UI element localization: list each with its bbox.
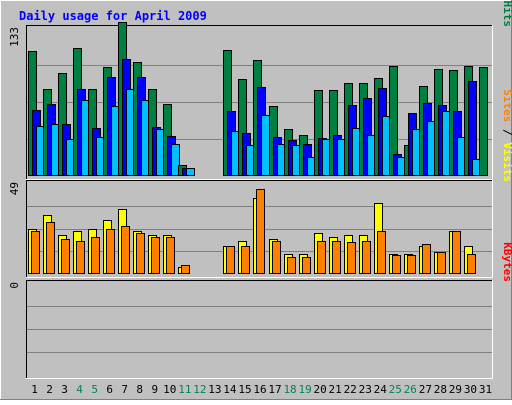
x-tick-label-day-13: 13: [208, 383, 221, 396]
x-tick-label-day-27: 27: [419, 383, 432, 396]
legend-visits: Visits: [501, 142, 512, 182]
y-max-label: 133: [8, 27, 21, 47]
bar-sites-day-4: [76, 241, 85, 274]
bar-sites-day-16: [256, 189, 265, 274]
x-tick-label-day-6: 6: [106, 383, 113, 396]
panel-visits-sites: 49 Sites / Visits: [8, 89, 512, 278]
bar-sites-day-30: [467, 254, 476, 274]
legend-kbytes: KBytes: [501, 242, 512, 282]
bar-sites-day-21: [332, 241, 341, 274]
bar-sites-day-7: [121, 226, 130, 274]
x-tick-label-day-19: 19: [298, 383, 311, 396]
bar-sites-day-8: [136, 233, 145, 274]
bar-sites-day-25: [392, 255, 401, 274]
x-tick-label-day-29: 29: [449, 383, 462, 396]
x-tick-label-day-20: 20: [314, 383, 327, 396]
x-tick-label-day-30: 30: [464, 383, 477, 396]
legend-separator: /: [501, 122, 512, 142]
bar-sites-day-24: [377, 231, 386, 274]
bar-sites-day-1: [31, 231, 40, 274]
bar-sites-day-20: [317, 241, 326, 274]
x-tick-label-day-22: 22: [344, 383, 357, 396]
bar-sites-day-22: [347, 242, 356, 274]
x-tick-label-day-1: 1: [31, 383, 38, 396]
x-tick-label-day-11: 11: [178, 383, 191, 396]
bar-hits-day-31: [479, 67, 488, 176]
x-tick-label-day-17: 17: [268, 383, 281, 396]
bar-pages-day-11: [186, 168, 195, 176]
x-tick-label-day-9: 9: [151, 383, 158, 396]
x-tick-labels: 1 2 3 4 5 6 7 8 9 10 11 12 13 14 15 16 17 18 19 20 21 22 23 24 2…: [31, 383, 492, 396]
x-tick-label-day-23: 23: [359, 383, 372, 396]
bar-pages-day-10: [171, 144, 180, 176]
bar-sites-day-11: [181, 265, 190, 274]
panel-kbytes: 0 KBytes: [8, 242, 512, 379]
x-tick-label-day-15: 15: [238, 383, 251, 396]
x-tick-label-day-4: 4: [76, 383, 83, 396]
bar-sites-day-29: [452, 231, 461, 274]
bar-sites-day-28: [437, 252, 446, 274]
x-tick-label-day-18: 18: [283, 383, 296, 396]
x-tick-label-day-7: 7: [121, 383, 128, 396]
panels-layer: 133 Pages / Files / Hits 49 Sites / Visits 0…: [8, 0, 512, 379]
bar-sites-day-18: [287, 257, 296, 274]
x-tick-label-day-10: 10: [163, 383, 176, 396]
x-tick-label-day-26: 26: [404, 383, 417, 396]
bar-sites-day-14: [226, 246, 235, 274]
x-tick-label-day-21: 21: [329, 383, 342, 396]
x-tick-label-day-3: 3: [61, 383, 68, 396]
bar-sites-day-2: [46, 222, 55, 274]
legend-sites: Sites: [501, 89, 512, 122]
panel-hits-files-pages: 133 Pages / Files / Hits: [8, 0, 512, 180]
bar-sites-day-10: [166, 237, 175, 274]
chart-title: Daily usage for April 2009: [19, 9, 207, 23]
x-tick-label-day-28: 28: [434, 383, 447, 396]
bar-sites-day-6: [106, 229, 115, 274]
x-tick-label-day-16: 16: [253, 383, 266, 396]
legend-hits: Hits: [501, 1, 512, 28]
side-legend-label: Pages / Files / Hits: [501, 0, 512, 27]
bar-pages-day-16: [261, 115, 270, 176]
y-max-label: 0: [8, 282, 21, 289]
x-tick-label-day-14: 14: [223, 383, 237, 396]
bar-sites-day-27: [422, 244, 431, 274]
x-tick-label-day-8: 8: [136, 383, 143, 396]
legend-separator: /: [501, 0, 512, 1]
bar-sites-day-17: [272, 241, 281, 274]
x-tick-label-day-24: 24: [374, 383, 388, 396]
x-tick-label-day-31: 31: [479, 383, 492, 396]
side-legend-label: KBytes: [501, 242, 512, 282]
bar-sites-day-26: [407, 255, 416, 274]
x-tick-label-day-5: 5: [91, 383, 98, 396]
bar-sites-day-9: [151, 237, 160, 274]
side-legend-label: Sites / Visits: [501, 89, 512, 182]
bar-sites-day-19: [302, 257, 311, 274]
bar-sites-day-15: [241, 246, 250, 274]
y-max-label: 49: [8, 182, 21, 195]
bar-sites-day-5: [91, 237, 100, 274]
bar-sites-day-3: [61, 239, 70, 274]
x-tick-label-day-12: 12: [193, 383, 206, 396]
bar-sites-day-23: [362, 241, 371, 274]
x-tick-label-day-2: 2: [46, 383, 53, 396]
x-tick-label-day-25: 25: [389, 383, 402, 396]
